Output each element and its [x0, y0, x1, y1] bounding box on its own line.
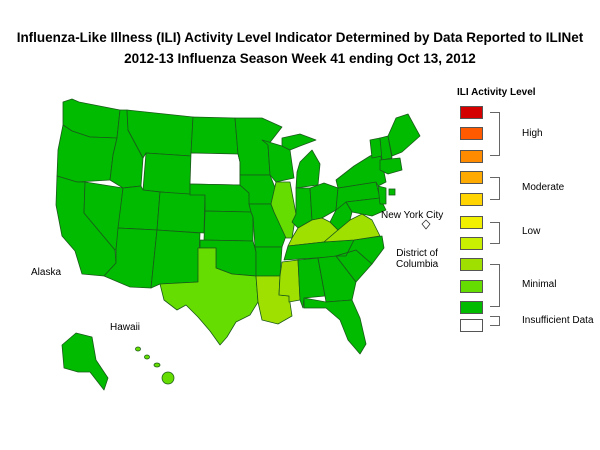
nyc-label: New York City [381, 210, 444, 221]
state-michigan [295, 149, 321, 189]
dc-label-line2: Columbia [396, 259, 439, 270]
legend-swatch-low-4 [460, 237, 483, 250]
map-title-line1: Influenza-Like Illness (ILI) Activity Le… [16, 30, 584, 45]
legend-bracket-insufficient [490, 316, 500, 326]
state-nevada [83, 181, 124, 251]
legend-label-low: Low [522, 226, 541, 237]
state-south-dakota [189, 152, 241, 186]
alaska-label: Alaska [31, 267, 62, 278]
state-hawaii [161, 371, 175, 385]
hawaii-island-maui [153, 362, 161, 368]
legend-bracket-low [490, 222, 500, 244]
state-texas [159, 247, 259, 346]
dc-label: District of Columbia [396, 248, 438, 270]
state-mississippi [278, 259, 301, 303]
state-new-york [335, 151, 387, 189]
legend-swatch-insufficient [460, 319, 483, 332]
legend-label-minimal: Minimal [522, 279, 557, 290]
state-massachusetts [379, 157, 403, 175]
state-maine [387, 113, 421, 157]
state-florida [303, 297, 367, 355]
map-title-line2: 2012-13 Influenza Season Week 41 ending … [124, 51, 476, 66]
hawaii-island-oahu [144, 354, 150, 360]
state-alaska [61, 332, 109, 391]
legend-swatch-moderate-7 [460, 171, 483, 184]
legend-swatch-minimal-2 [460, 280, 483, 293]
state-new-jersey [377, 185, 387, 205]
legend-bracket-moderate [490, 177, 500, 200]
legend-label-high: High [522, 128, 543, 139]
nyc-marker [388, 188, 396, 196]
state-kansas [203, 210, 254, 242]
legend-swatch-minimal-3 [460, 258, 483, 271]
legend-swatch-high-10 [460, 106, 483, 119]
legend-swatch-moderate-6 [460, 193, 483, 206]
dc-marker [421, 219, 431, 230]
legend-bracket-minimal [490, 264, 500, 307]
legend-title: ILI Activity Level [457, 87, 536, 98]
legend-swatch-minimal-1 [460, 301, 483, 314]
state-colorado [156, 191, 206, 234]
legend-swatch-high-8 [460, 150, 483, 163]
state-new-mexico [150, 229, 201, 289]
legend-label-moderate: Moderate [522, 182, 565, 193]
legend-label-insufficient: Insufficient Data [522, 315, 594, 326]
state-arkansas [254, 246, 283, 277]
state-illinois [270, 181, 297, 239]
dc-label-line1: District of [396, 248, 438, 259]
legend-swatch-high-9 [460, 127, 483, 140]
legend-swatch-low-5 [460, 216, 483, 229]
hawaii-island-kauai [135, 346, 141, 352]
hawaii-label: Hawaii [110, 322, 141, 333]
state-michigan-upper [281, 133, 317, 151]
legend-bracket-high [490, 112, 500, 156]
state-wyoming [142, 152, 192, 196]
state-north-dakota [190, 116, 239, 155]
state-utah [117, 185, 161, 231]
